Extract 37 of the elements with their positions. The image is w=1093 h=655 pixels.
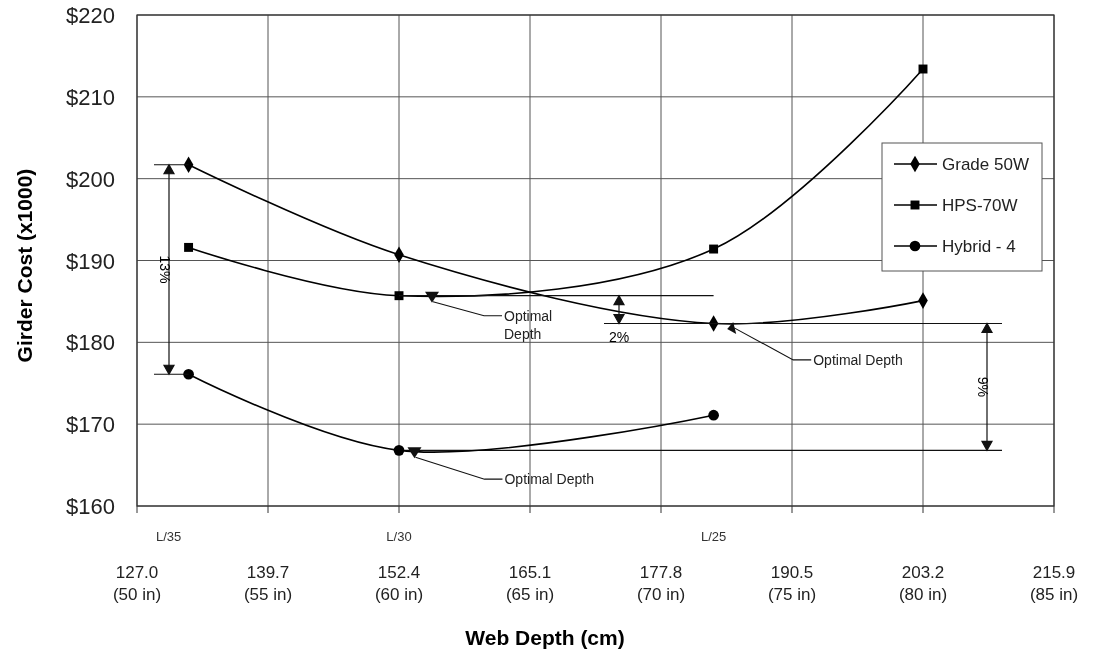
x-tick-label: 215.9 [1032,563,1076,582]
x-tick-label: 127.0 [115,563,159,582]
x2-tick-label: (60 in) [374,585,424,604]
x-tick-label: 152.4 [377,563,421,582]
y-tick-label: $210 [66,84,115,110]
y-tick-label: $160 [66,494,115,519]
text: L/25 [700,529,727,544]
text: L/30 [386,529,412,544]
annotation: Optimal Depth [504,307,553,342]
legend-label: Hybrid - 4 [942,237,1016,256]
annotation: Optimal Depth [504,471,594,488]
y-tick-label: $170 [66,412,115,438]
y-axis-title: Girder Cost (x1000) [13,168,36,363]
y-tick-label: $220 [66,3,115,28]
legend-label: HPS-70W [942,196,1018,215]
x2-tick-label: (50 in) [112,585,162,604]
x2-tick-label: (55 in) [243,585,293,604]
legend-label: Grade 50W [942,155,1029,174]
x-tick-label: 139.7 [246,563,290,582]
y-tick-label: $190 [66,248,115,274]
x-tick-label: 190.5 [770,563,814,582]
annotation: Optimal Depth [813,351,903,368]
text: L/35 [155,529,182,544]
x2-tick-label: (80 in) [898,585,948,604]
x-tick-label: 165.1 [508,563,552,582]
x-tick-label: 177.8 [639,563,683,582]
annotation: 9% [975,376,991,398]
y-tick-label: $200 [66,166,115,192]
x-axis-title: Web Depth (cm) [465,626,625,649]
x2-tick-label: (85 in) [1029,585,1079,604]
annotation: 13% [157,255,173,284]
x-tick-label: 203.2 [901,563,945,582]
y-tick-label: $180 [66,330,115,356]
x2-tick-label: (65 in) [505,585,555,604]
annotation: 2% [608,328,630,345]
x2-tick-label: (75 in) [767,585,817,604]
x2-tick-label: (70 in) [636,585,686,604]
